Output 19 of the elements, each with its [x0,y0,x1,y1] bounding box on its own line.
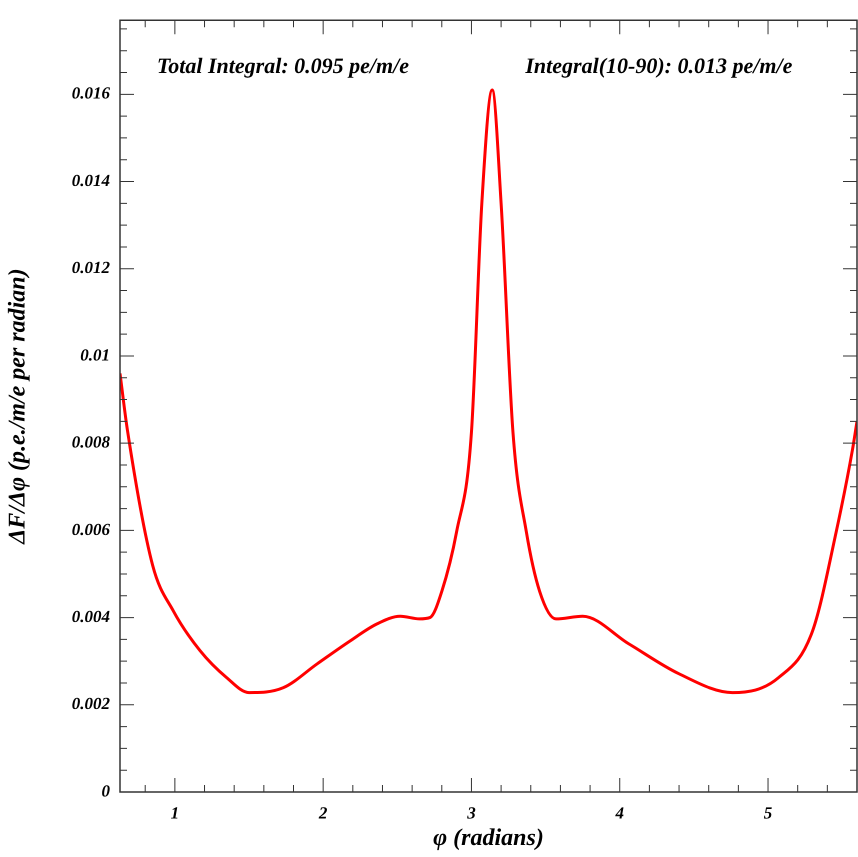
line-series [120,88,857,694]
x-tick-label: 2 [318,804,328,823]
y-axis-title: ΔF/Δφ (p.e./m/e per radian) [4,268,31,545]
x-tick-label: 5 [764,804,773,823]
x-tick-label: 4 [614,804,624,823]
annotation: Total Integral: 0.095 pe/m/e [156,52,410,78]
y-tick-label: 0.014 [72,170,110,190]
annotation: Integral(10-90): 0.013 pe/m/e [524,52,793,78]
x-tick-label: 3 [466,804,476,823]
y-tick-label: 0.004 [72,606,110,626]
y-tick-label: 0.01 [80,345,110,364]
y-tick-label: 0.008 [72,432,110,452]
y-tick-label: 0.016 [72,84,110,103]
y-tick-label: 0.002 [72,694,110,714]
y-tick-label: 0 [102,781,110,800]
x-axis-title: φ (radians) [433,824,544,851]
y-tick-label: 0.006 [72,520,110,539]
x-tick-label: 1 [170,804,180,823]
y-tick-label: 0.012 [72,258,110,278]
